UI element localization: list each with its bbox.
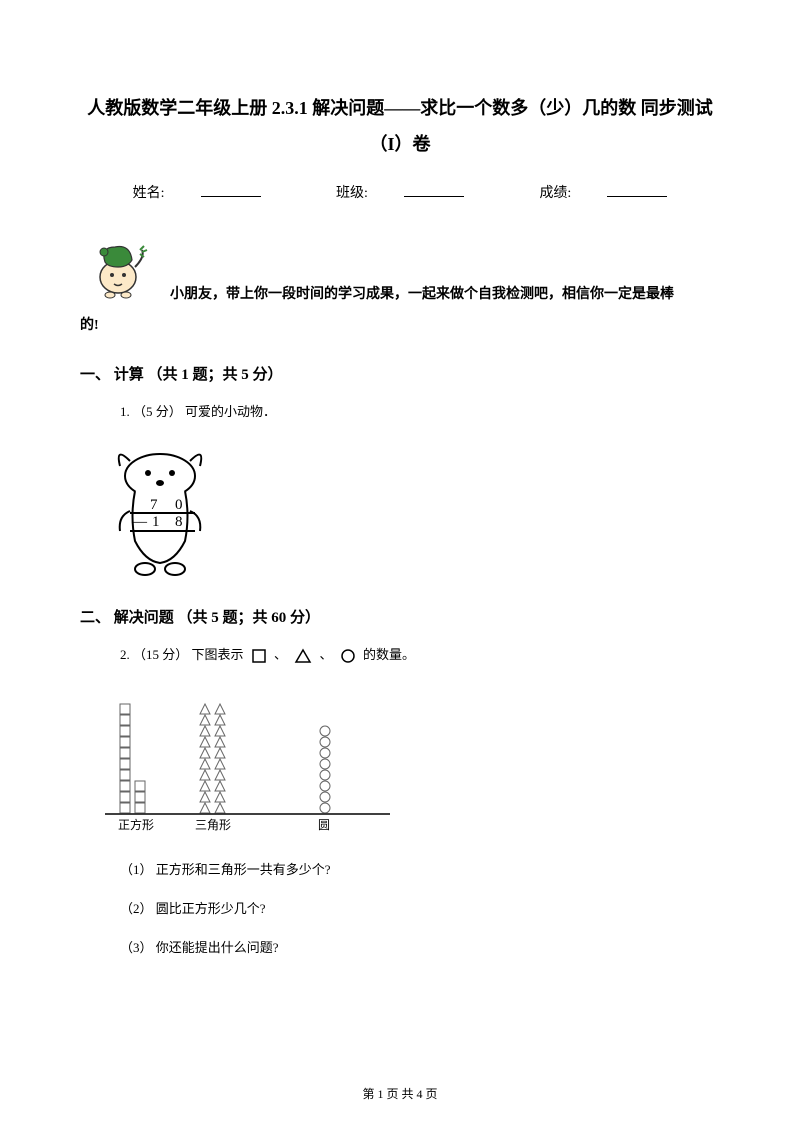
chart-label-circle: 圆 xyxy=(318,818,330,832)
name-label: 姓名: xyxy=(115,186,279,201)
score-blank[interactable] xyxy=(607,183,667,197)
section-1-heading: 一、 计算 （共 1 题；共 5 分） xyxy=(80,363,720,384)
svg-text:—: — xyxy=(131,514,148,530)
question-2-chart: 正方形 三角形 圆 xyxy=(100,684,720,834)
svg-text:1: 1 xyxy=(152,514,160,530)
question-2-label: 2. （15 分） 下图表示 、 、 的数量。 xyxy=(120,645,720,666)
page-title: 人教版数学二年级上册 2.3.1 解决问题——求比一个数多（少）几的数 同步测试… xyxy=(80,90,720,162)
mascot-icon xyxy=(90,232,150,302)
name-blank[interactable] xyxy=(201,183,261,197)
question-2-sub1: （1） 正方形和三角形一共有多少个? xyxy=(120,859,720,878)
class-label: 班级: xyxy=(318,186,482,201)
svg-text:8: 8 xyxy=(175,514,183,530)
page-footer: 第 1 页 共 4 页 xyxy=(0,1085,800,1102)
intro-text-1: 小朋友，带上你一段时间的学习成果，一起来做个自我检测吧，相信你一定是最棒 xyxy=(170,232,674,307)
class-blank[interactable] xyxy=(404,183,464,197)
circle-icon xyxy=(340,648,356,664)
question-2-sub2: （2） 圆比正方形少几个? xyxy=(120,898,720,917)
question-1-figure: 7 0 — 1 8 xyxy=(100,441,720,581)
question-1-label: 1. （5 分） 可爱的小动物． xyxy=(120,402,720,423)
section-2-heading: 二、 解决问题 （共 5 题；共 60 分） xyxy=(80,606,720,627)
svg-text:7: 7 xyxy=(150,497,158,513)
chart-label-triangle: 三角形 xyxy=(195,818,231,832)
chart-label-square: 正方形 xyxy=(118,817,154,832)
triangle-icon xyxy=(294,648,312,664)
score-label: 成绩: xyxy=(521,186,685,201)
student-fields: 姓名: 班级: 成绩: xyxy=(80,182,720,202)
svg-text:0: 0 xyxy=(175,497,183,513)
question-2-sub3: （3） 你还能提出什么问题? xyxy=(120,937,720,956)
intro-text-2: 的! xyxy=(80,313,720,338)
square-icon xyxy=(251,648,267,664)
